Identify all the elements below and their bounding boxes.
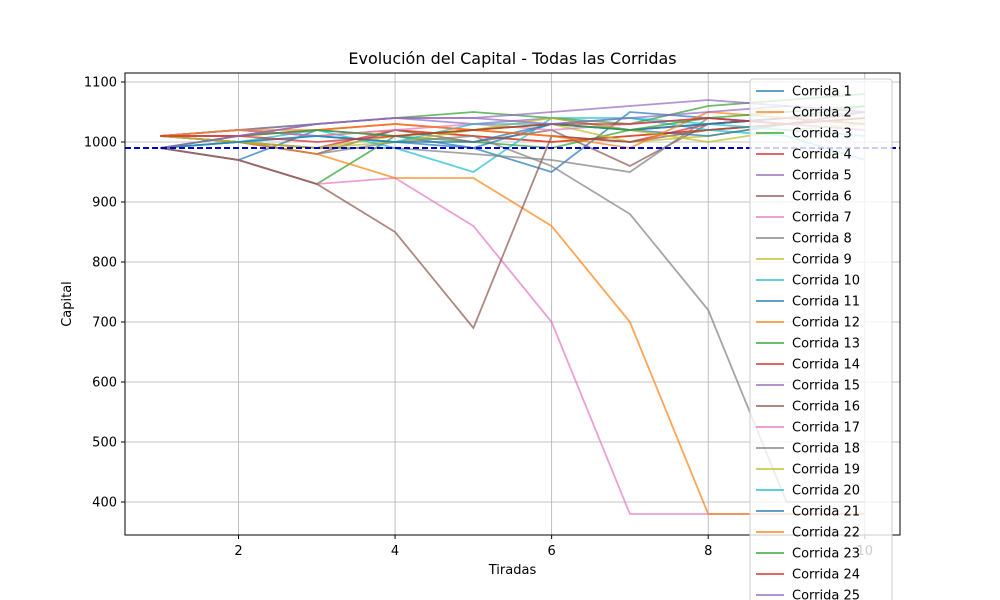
legend-label: Corrida 6 xyxy=(792,190,852,205)
legend-label: Corrida 11 xyxy=(792,295,860,310)
y-tick-label: 1000 xyxy=(84,136,117,151)
x-tick-label: 6 xyxy=(548,544,556,559)
y-tick-label: 700 xyxy=(92,316,117,331)
legend-label: Corrida 18 xyxy=(792,442,860,457)
legend-label: Corrida 10 xyxy=(792,274,860,289)
legend-label: Corrida 2 xyxy=(792,106,852,121)
legend-label: Corrida 25 xyxy=(792,589,860,600)
legend-label: Corrida 8 xyxy=(792,232,852,247)
legend-label: Corrida 15 xyxy=(792,379,860,394)
axes-frame xyxy=(124,72,901,536)
legend-label: Corrida 13 xyxy=(792,337,860,352)
series-line-15 xyxy=(160,99,865,137)
y-tick-label: 500 xyxy=(92,436,117,451)
series-line-24 xyxy=(160,117,865,143)
x-tick-label: 2 xyxy=(234,544,242,559)
x-axis-title: Tiradas xyxy=(488,563,537,578)
y-tick-label: 1100 xyxy=(84,76,117,91)
y-tick-label: 900 xyxy=(92,196,117,211)
legend-label: Corrida 1 xyxy=(792,85,852,100)
series-line-25 xyxy=(160,105,865,149)
x-tick-label: 4 xyxy=(391,544,399,559)
chart-title: Evolución del Capital - Todas las Corrid… xyxy=(348,49,676,68)
y-tick-label: 600 xyxy=(92,376,117,391)
legend-label: Corrida 19 xyxy=(792,463,860,478)
y-tick-label: 400 xyxy=(92,496,117,511)
series-line-10 xyxy=(160,117,866,173)
legend: Corrida 1 Corrida 2 Corrida 3 Corrida 4 Corr… xyxy=(749,78,893,600)
y-tick-label: 800 xyxy=(92,256,117,271)
series-line-12 xyxy=(160,141,865,515)
legend-label: Corrida 23 xyxy=(792,547,860,562)
legend-label: Corrida 22 xyxy=(792,526,860,541)
legend-label: Corrida 3 xyxy=(792,127,852,142)
legend-label: Corrida 12 xyxy=(792,316,860,331)
legend-label: Corrida 21 xyxy=(792,505,860,520)
legend-label: Corrida 14 xyxy=(792,358,860,373)
legend-box xyxy=(749,78,893,600)
y-axis-title: Capital xyxy=(60,281,75,327)
x-tick-label: 8 xyxy=(704,544,712,559)
legend-label: Corrida 17 xyxy=(792,421,860,436)
legend-label: Corrida 16 xyxy=(792,400,860,415)
legend-label: Corrida 4 xyxy=(792,148,852,163)
legend-label: Corrida 7 xyxy=(792,211,852,226)
legend-label: Corrida 20 xyxy=(792,484,860,499)
legend-label: Corrida 5 xyxy=(792,169,852,184)
legend-label: Corrida 9 xyxy=(792,253,852,268)
legend-label: Corrida 24 xyxy=(792,568,860,583)
